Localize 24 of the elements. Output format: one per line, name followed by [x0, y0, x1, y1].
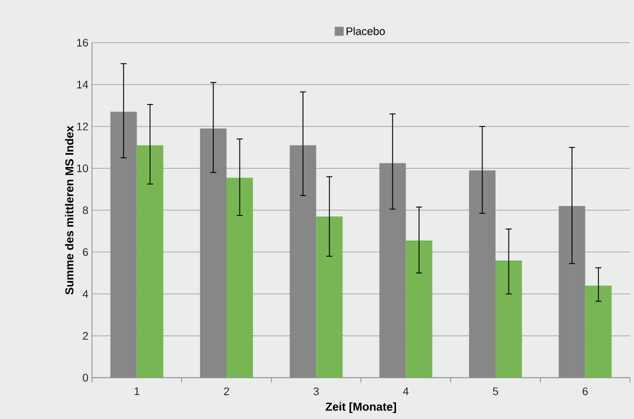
y-tick-label: 10 — [77, 164, 88, 172]
legend-label: Placebo — [346, 27, 385, 36]
bar — [496, 260, 522, 378]
bar — [316, 216, 343, 378]
y-tick-label: 6 — [82, 248, 88, 256]
x-tick-label: 6 — [582, 387, 588, 396]
y-tick-label: 16 — [77, 38, 88, 47]
y-tick-label: 8 — [82, 206, 88, 214]
bar — [136, 145, 164, 378]
bar — [406, 240, 432, 378]
y-tick-label: 0 — [82, 374, 88, 382]
bar — [585, 286, 612, 378]
x-axis-title: Zeit [Monate] — [326, 402, 396, 414]
y-tick-label: 12 — [77, 122, 88, 130]
y-tick-label: 14 — [77, 80, 88, 88]
x-tick-label: 2 — [224, 387, 229, 396]
x-tick-label: 3 — [314, 387, 319, 396]
y-tick-label: 4 — [82, 290, 88, 298]
y-tick-label: 2 — [82, 332, 88, 340]
y-axis-title: Summe des mittleren MS Index — [65, 126, 74, 295]
x-tick-label: 5 — [492, 387, 498, 396]
bar — [226, 178, 253, 378]
x-tick-label: 1 — [134, 387, 140, 396]
x-tick-label: 4 — [403, 387, 409, 396]
